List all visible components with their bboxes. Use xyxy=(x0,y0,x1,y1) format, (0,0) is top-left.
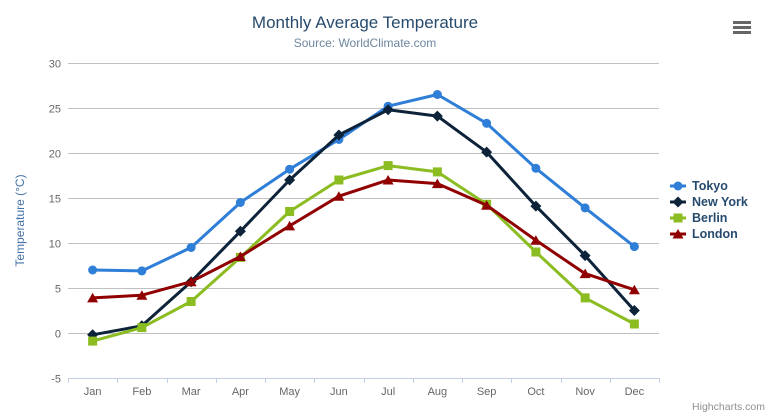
y-axis-label: 20 xyxy=(49,149,61,161)
x-axis-label: Aug xyxy=(428,386,448,398)
x-axis-label: Sep xyxy=(477,386,497,398)
y-axis-label: 10 xyxy=(49,239,61,251)
data-point-tokyo[interactable] xyxy=(432,90,442,99)
data-point-new-york[interactable] xyxy=(234,225,246,237)
data-point-berlin[interactable] xyxy=(137,323,147,333)
x-axis-label: Jul xyxy=(381,386,395,398)
legend-label: Berlin xyxy=(692,211,727,225)
credits-link[interactable]: Highcharts.com xyxy=(692,401,765,413)
data-point-london[interactable] xyxy=(185,276,197,287)
data-point-berlin[interactable] xyxy=(334,175,344,185)
data-point-new-york[interactable] xyxy=(628,305,640,316)
legend-item-berlin[interactable]: Berlin xyxy=(670,211,727,225)
data-point-berlin[interactable] xyxy=(432,167,442,177)
data-point-new-york[interactable] xyxy=(579,250,591,262)
x-axis-label: Oct xyxy=(527,386,544,398)
x-axis-label: Nov xyxy=(575,386,595,398)
y-axis-label: -5 xyxy=(51,374,61,386)
y-axis-label: 0 xyxy=(55,329,61,341)
data-point-berlin[interactable] xyxy=(531,247,541,257)
x-axis-label: Apr xyxy=(232,386,249,398)
y-axis-label: 5 xyxy=(55,284,61,296)
data-point-tokyo[interactable] xyxy=(285,164,295,174)
data-point-new-york[interactable] xyxy=(382,104,394,116)
data-point-berlin[interactable] xyxy=(88,336,98,346)
data-point-london[interactable] xyxy=(579,268,591,279)
data-point-berlin[interactable] xyxy=(580,293,590,303)
legend-item-london[interactable]: London xyxy=(670,227,738,241)
x-axis-label: Jun xyxy=(330,386,348,398)
data-point-tokyo[interactable] xyxy=(482,118,492,128)
x-axis-label: Jan xyxy=(84,386,102,398)
data-point-new-york[interactable] xyxy=(431,110,443,122)
data-point-london[interactable] xyxy=(382,175,394,185)
data-point-new-york[interactable] xyxy=(333,129,345,141)
data-point-tokyo[interactable] xyxy=(531,163,541,173)
series-line-berlin[interactable] xyxy=(91,164,636,343)
chart-subtitle: Source: WorldClimate.com xyxy=(293,36,437,50)
data-point-london[interactable] xyxy=(333,191,345,201)
data-point-berlin[interactable] xyxy=(285,207,295,216)
data-point-london[interactable] xyxy=(136,290,148,300)
burger-bar xyxy=(733,21,751,24)
legend-item-new-york[interactable]: New York xyxy=(670,195,748,209)
data-point-london[interactable] xyxy=(87,292,99,303)
data-point-tokyo[interactable] xyxy=(629,242,639,252)
burger-bar xyxy=(733,31,751,34)
y-axis-title: Temperature (°C) xyxy=(13,174,27,266)
data-point-london[interactable] xyxy=(628,284,640,295)
data-point-tokyo[interactable] xyxy=(186,243,196,252)
data-point-new-york[interactable] xyxy=(284,174,296,186)
y-axis-label: 15 xyxy=(49,194,61,206)
y-axis-label: 30 xyxy=(49,59,61,71)
data-point-london[interactable] xyxy=(481,200,493,210)
data-point-tokyo[interactable] xyxy=(580,203,590,213)
data-point-berlin[interactable] xyxy=(383,161,393,171)
y-axis-label: 25 xyxy=(49,104,61,116)
legend-marker-new-york xyxy=(672,196,684,208)
legend-label: New York xyxy=(692,195,748,209)
legend-label: London xyxy=(692,227,738,241)
x-axis-label: May xyxy=(279,386,300,398)
data-point-tokyo[interactable] xyxy=(137,266,147,276)
data-point-london[interactable] xyxy=(431,178,443,189)
x-axis-label: Dec xyxy=(625,386,645,398)
data-point-london[interactable] xyxy=(530,235,542,245)
chart-title: Monthly Average Temperature xyxy=(251,13,479,32)
x-axis-label: Mar xyxy=(182,386,201,398)
export-menu-icon[interactable] xyxy=(733,21,751,36)
burger-bar xyxy=(733,26,751,29)
legend-marker-berlin xyxy=(673,213,683,223)
data-point-tokyo[interactable] xyxy=(235,198,245,207)
data-point-tokyo[interactable] xyxy=(88,265,98,275)
legend-marker-london xyxy=(672,229,684,239)
x-axis-label: Feb xyxy=(132,386,151,398)
legend-label: Tokyo xyxy=(692,179,728,193)
legend-marker-tokyo xyxy=(673,181,683,191)
data-point-london[interactable] xyxy=(234,251,246,262)
data-point-new-york[interactable] xyxy=(530,200,542,212)
data-point-new-york[interactable] xyxy=(481,146,493,158)
legend-item-tokyo[interactable]: Tokyo xyxy=(670,179,728,193)
series-line-london[interactable] xyxy=(91,178,636,300)
data-point-london[interactable] xyxy=(284,220,296,231)
data-point-berlin[interactable] xyxy=(186,297,196,306)
series-line-new-york[interactable] xyxy=(91,108,636,337)
data-point-berlin[interactable] xyxy=(629,319,639,329)
